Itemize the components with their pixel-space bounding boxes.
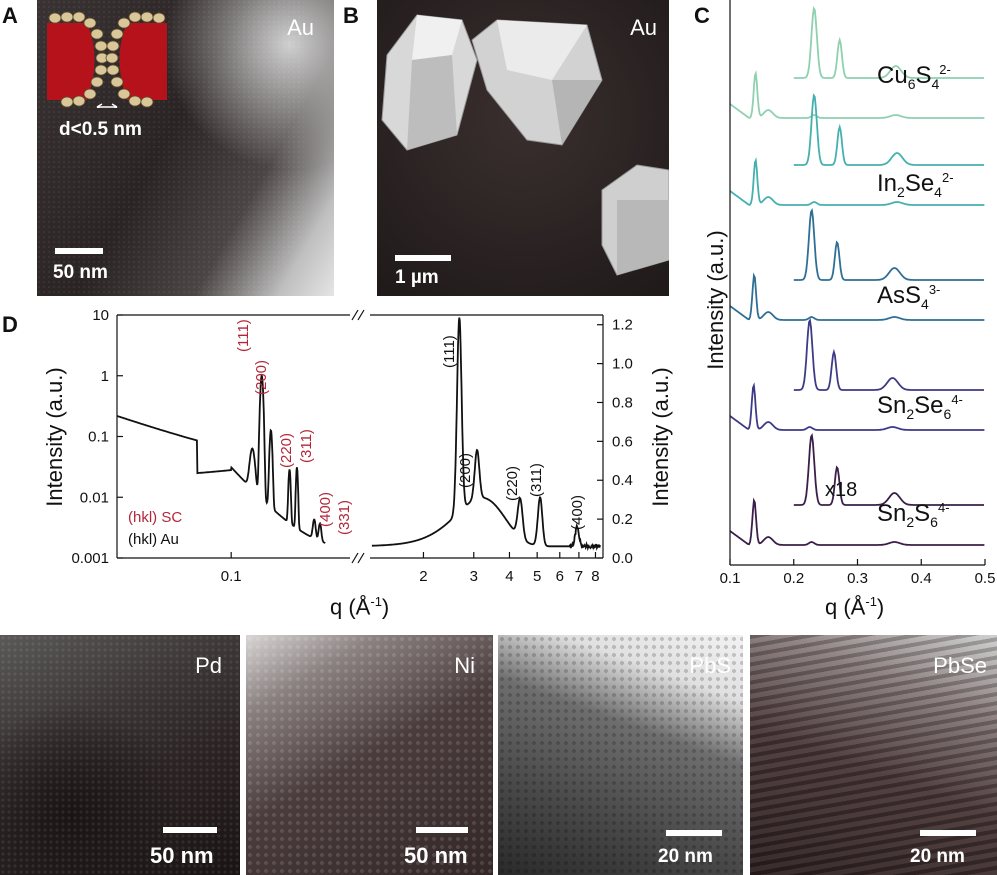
saxs-curve-magnified: [794, 321, 984, 391]
material-label-pbse: PbSe: [933, 653, 987, 679]
y-tick-label: 0.1: [88, 429, 109, 446]
au-peak-label: (200): [457, 453, 474, 488]
y-tick-label: 1: [101, 368, 109, 385]
scale-bar: [920, 830, 976, 836]
x-tick-label: 8: [591, 568, 599, 585]
saxs-curve-magnified: [794, 211, 984, 281]
x-tick-label: 0.5: [975, 570, 996, 587]
y-tick-label: 0.0: [612, 550, 633, 567]
sc-peak-label: (331): [336, 500, 353, 535]
tem-image-pd: Pd 50 nm: [0, 635, 240, 875]
scale-bar-label: 50 nm: [53, 262, 108, 284]
tem-image-au-superlattice: d<0.5 nm Au 50 nm: [37, 0, 334, 296]
material-label-au: Au: [287, 15, 314, 41]
saxs-plot-ligands: 0.1 0.2 0.3 0.4 0.5 Intensity (a.u.) x18: [697, 0, 997, 620]
x-tick-label: 6: [556, 568, 564, 585]
scale-bar: [395, 255, 451, 261]
interparticle-distance-label: d<0.5 nm: [59, 119, 142, 141]
x-axis-label: q (Å-1): [330, 594, 389, 620]
y-axis-label-right: Intensity (a.u.): [648, 367, 673, 506]
sem-image-au-supercrystals: Au 1 µm: [377, 0, 669, 296]
scale-bar-label: 50 nm: [404, 843, 468, 869]
sc-peak-label: (220): [278, 433, 295, 468]
ligand-label-cu6s4: Cu6S42-: [877, 62, 951, 92]
y-tick-label: 0.01: [80, 489, 109, 506]
tem-image-ni: Ni 50 nm: [246, 635, 493, 875]
ligand-label-sn2s6: Sn2S64-: [877, 500, 950, 530]
panel-label-a: A: [2, 3, 18, 29]
sc-peak-label: (111): [235, 319, 252, 352]
y-tick-label: 0.6: [612, 433, 633, 450]
saxs-curve-magnified: [794, 96, 984, 166]
scale-bar: [666, 830, 722, 836]
material-label-au: Au: [630, 15, 657, 41]
y-axis-label: Intensity (a.u.): [703, 230, 728, 369]
y-axis-label-left: Intensity (a.u.): [42, 367, 67, 506]
x-ticks: 0.1 0.2 0.3 0.4 0.5: [720, 559, 996, 587]
x-tick-label: 0.1: [720, 570, 741, 587]
scale-bar: [55, 248, 103, 254]
au-peak-label: (311): [528, 463, 545, 497]
saxs-waxs-plot: 10 1 0.1 0.01 0.001 1.2 1.0 0.8 0.6 0.4 0.2 0.0 0.1 2…: [0, 300, 690, 610]
material-label-pd: Pd: [195, 653, 222, 679]
saxs-curve: [730, 276, 984, 320]
ligand-label-ass4: AsS43-: [877, 282, 940, 312]
ligand-label-sn2se6: Sn2Se64-: [877, 392, 963, 422]
saxs-curve-magnified: [794, 436, 984, 506]
x-tick-label: 0.2: [783, 570, 804, 587]
au-peak-label: (400): [569, 495, 586, 530]
sc-peak-label: (400): [317, 492, 334, 527]
scale-bar: [163, 827, 217, 833]
y-tick-label: 10: [92, 307, 109, 324]
scale-bar-label: 20 nm: [910, 846, 965, 868]
x-tick-label: 0.3: [847, 570, 868, 587]
x-tick-label: 2: [419, 568, 427, 585]
y-tick-label: 0.8: [612, 394, 633, 411]
scale-bar-label: 1 µm: [395, 267, 439, 289]
sc-peak-label: (311): [298, 429, 315, 463]
x-tick-label: 0.1: [221, 568, 242, 585]
x-tick-label: 5: [533, 568, 541, 585]
au-peak-label: (220): [504, 466, 521, 501]
multiplier-label: x18: [825, 479, 857, 501]
panel-label-b: B: [343, 3, 359, 29]
scale-bar-label: 20 nm: [658, 846, 713, 868]
y-tick-label: 1.2: [612, 317, 633, 334]
x-axis-label: q (Å-1): [825, 594, 884, 620]
x-tick-label: 4: [505, 568, 513, 585]
x-tick-label: 0.4: [911, 570, 932, 587]
y-tick-label: 1.0: [612, 356, 633, 373]
x-tick-label: 7: [575, 568, 583, 585]
ligand-bridge-inset: [47, 8, 167, 108]
supercrystal-shapes: [377, 0, 669, 296]
x-tick-label: 3: [470, 568, 478, 585]
y-tick-label: 0.4: [612, 472, 633, 489]
waxs-curve: [372, 318, 600, 548]
tem-image-pbs: PbS 20 nm: [498, 635, 743, 875]
material-label-ni: Ni: [454, 653, 475, 679]
scale-bar: [416, 827, 468, 833]
scale-bar-label: 50 nm: [150, 843, 214, 869]
y-tick-label: 0.001: [71, 550, 109, 567]
au-peak-label: (111): [441, 335, 458, 368]
legend-au: (hkl) Au: [128, 531, 179, 548]
legend-sc: (hkl) SC: [128, 509, 182, 526]
y-tick-label: 0.2: [612, 511, 633, 528]
tem-image-pbse: PbSe 20 nm: [750, 635, 997, 875]
material-label-pbs: PbS: [689, 653, 731, 679]
sc-peak-label: (200): [253, 360, 270, 395]
ligand-label-in2se4: In2Se42-: [877, 170, 954, 200]
